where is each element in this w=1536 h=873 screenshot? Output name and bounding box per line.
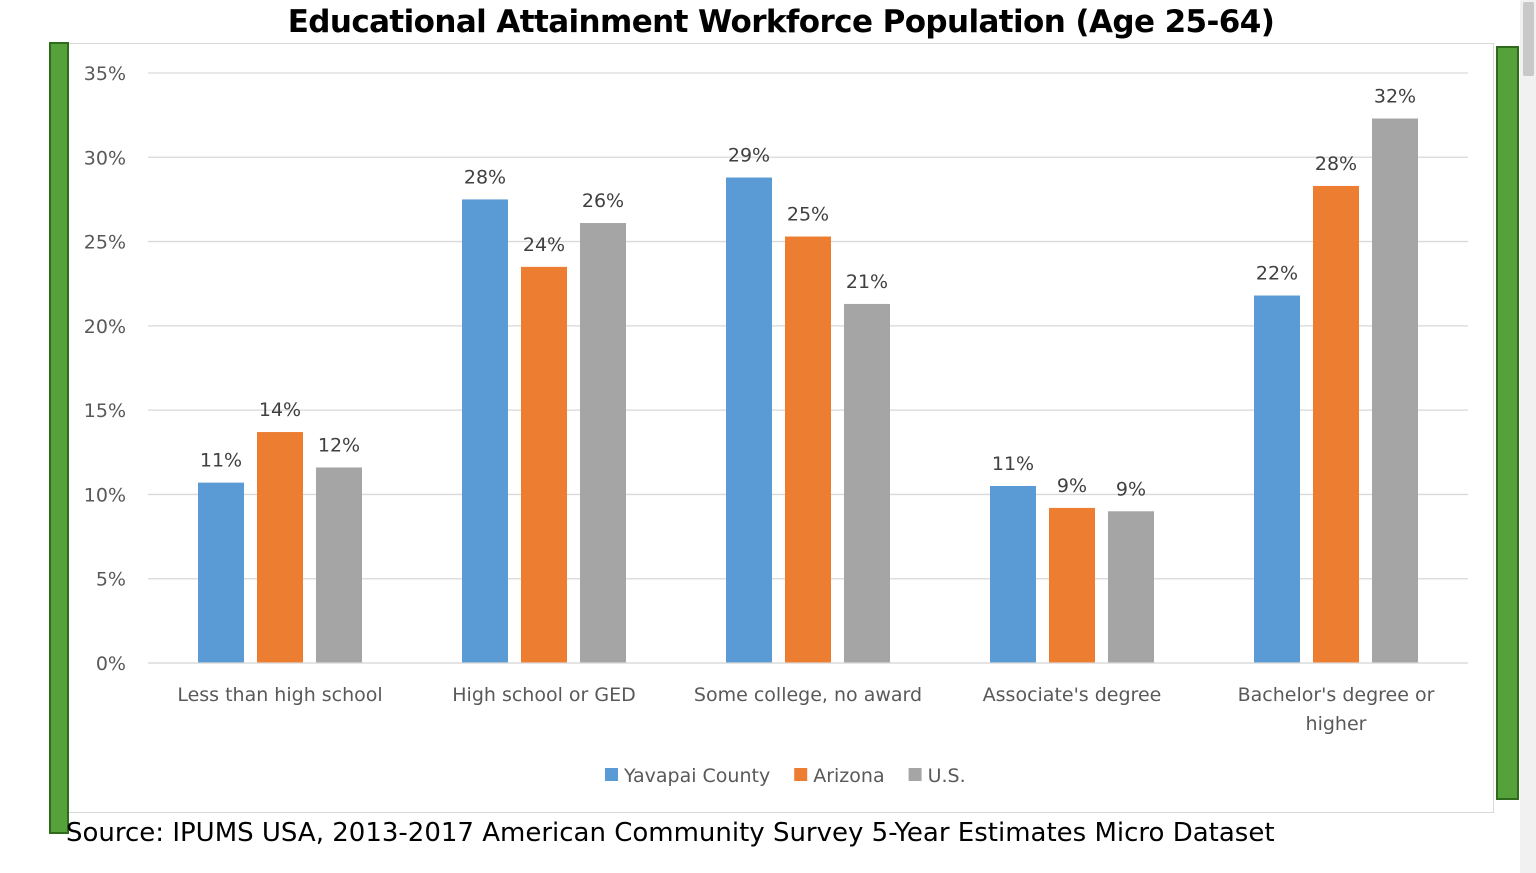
y-tick-label: 25% <box>84 232 126 254</box>
legend-label: U.S. <box>928 765 966 787</box>
right-green-bar <box>1496 46 1519 800</box>
data-label: 22% <box>1256 263 1298 285</box>
y-tick-label: 10% <box>84 484 126 506</box>
data-label: 25% <box>787 204 829 226</box>
data-label: 28% <box>464 166 506 188</box>
legend-swatch <box>794 768 808 781</box>
bar <box>1108 511 1154 663</box>
y-tick-label: 15% <box>84 400 126 422</box>
legend-label: Yavapai County <box>623 765 770 787</box>
x-category-label: Less than high school <box>177 684 382 706</box>
bar <box>990 486 1036 663</box>
bar <box>844 303 890 663</box>
data-label: 32% <box>1374 86 1416 108</box>
data-label: 11% <box>200 450 242 472</box>
left-green-bar <box>49 42 69 834</box>
scrollbar-track[interactable] <box>1520 0 1536 873</box>
data-label: 9% <box>1057 475 1087 497</box>
y-tick-label: 35% <box>84 63 126 85</box>
data-label: 12% <box>318 434 360 456</box>
source-note: Source: IPUMS USA, 2013-2017 American Co… <box>66 818 1275 848</box>
bar <box>726 177 772 663</box>
bar <box>521 266 567 663</box>
data-label: 28% <box>1315 153 1357 175</box>
data-label: 14% <box>259 399 301 421</box>
x-category-label: Bachelor's degree or <box>1238 684 1435 706</box>
bar <box>462 199 508 663</box>
data-label: 29% <box>728 145 770 167</box>
data-label: 24% <box>523 234 565 256</box>
legend-swatch <box>908 768 922 781</box>
bar <box>316 467 362 663</box>
y-tick-label: 0% <box>96 653 126 675</box>
data-label: 26% <box>582 190 624 212</box>
x-category-label: High school or GED <box>452 684 636 706</box>
data-label: 11% <box>992 453 1034 475</box>
bar <box>1313 185 1359 663</box>
data-label: 9% <box>1116 478 1146 500</box>
bar <box>1254 295 1300 663</box>
y-tick-label: 5% <box>96 569 126 591</box>
data-label: 21% <box>846 271 888 293</box>
chart-title: Educational Attainment Workforce Populat… <box>287 4 1275 40</box>
x-category-label: higher <box>1306 713 1367 735</box>
bar <box>785 236 831 663</box>
y-tick-label: 20% <box>84 316 126 338</box>
bar <box>1372 118 1418 663</box>
x-category-label: Associate's degree <box>983 684 1162 706</box>
bar <box>198 482 244 663</box>
y-tick-label: 30% <box>84 147 126 169</box>
legend-swatch <box>605 768 618 781</box>
bar <box>1049 507 1095 663</box>
bar <box>257 432 303 663</box>
scrollbar-thumb[interactable] <box>1523 2 1534 76</box>
legend-label: Arizona <box>813 765 884 787</box>
bar <box>580 223 626 663</box>
x-category-label: Some college, no award <box>694 684 922 706</box>
